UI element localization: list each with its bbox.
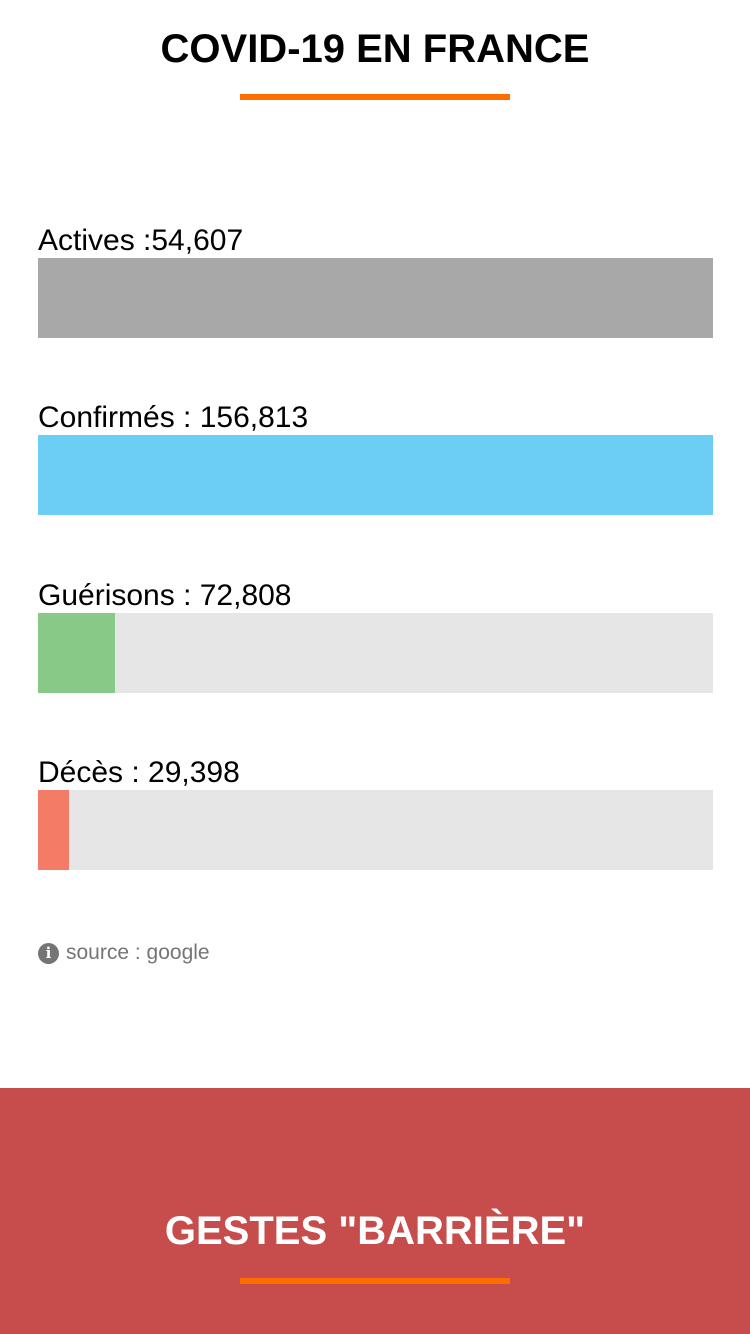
stat-confirmes: Confirmés : 156,813 [38, 401, 713, 515]
source-note: i source : google [38, 940, 210, 966]
stat-deces-bar-track [38, 790, 713, 870]
footer-underline [240, 1278, 510, 1284]
stat-deces-bar-fill [38, 790, 70, 870]
stat-actives-bar-fill [38, 258, 713, 338]
title-underline [240, 94, 510, 100]
stat-guerisons: Guérisons : 72,808 [38, 579, 713, 693]
footer-title: GESTES "BARRIÈRE" [164, 1209, 586, 1253]
stat-guerisons-bar-fill [38, 613, 115, 693]
stat-actives: Actives :54,607 [38, 224, 713, 338]
stat-guerisons-bar-track [38, 613, 713, 693]
stat-actives-label: Actives :54,607 [38, 224, 244, 257]
stat-confirmes-bar-fill [38, 435, 713, 515]
footer-banner[interactable]: GESTES "BARRIÈRE" [0, 1088, 750, 1334]
stat-deces: Décès : 29,398 [38, 756, 713, 870]
stat-deces-label: Décès : 29,398 [38, 756, 240, 789]
page-title: COVID-19 EN FRANCE [160, 27, 590, 71]
source-text: source : google [66, 941, 210, 964]
stat-confirmes-bar-track [38, 435, 713, 515]
stat-actives-bar-track [38, 258, 713, 338]
stat-guerisons-label: Guérisons : 72,808 [38, 579, 292, 612]
stat-confirmes-label: Confirmés : 156,813 [38, 401, 309, 434]
info-icon: i [38, 942, 59, 964]
